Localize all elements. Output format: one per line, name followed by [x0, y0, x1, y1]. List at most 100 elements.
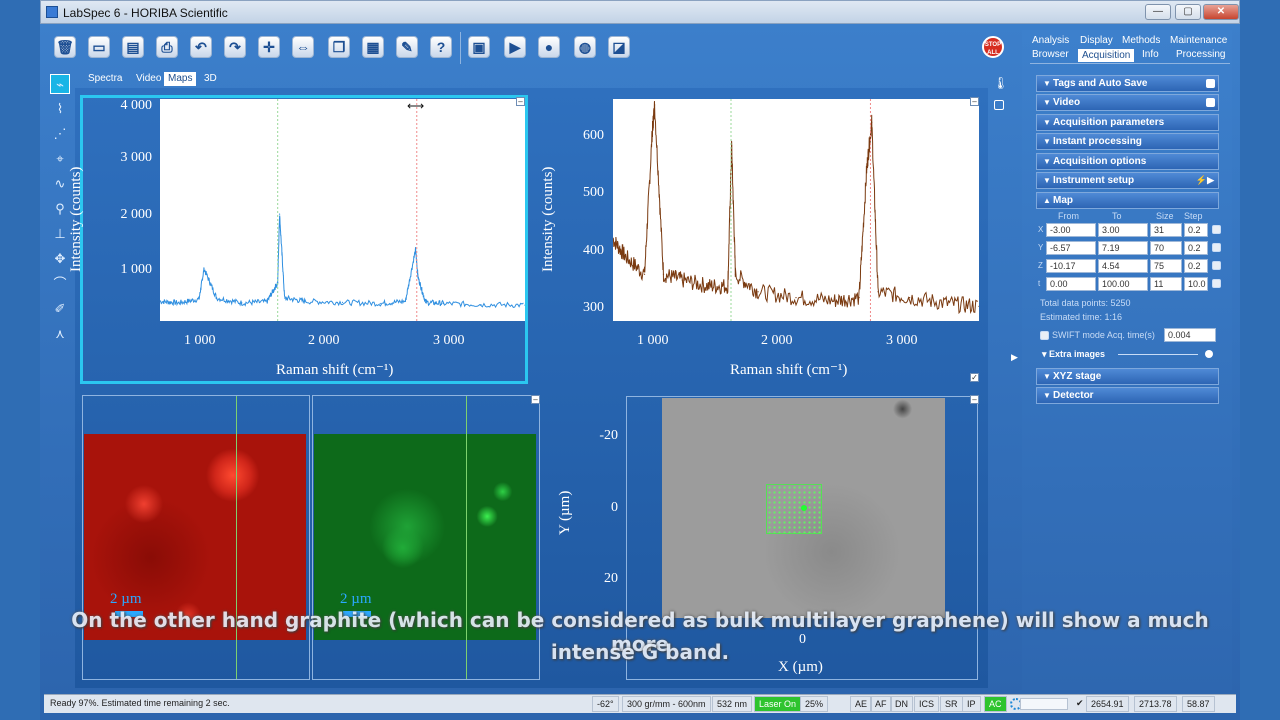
map-to-input[interactable]: 4.54 — [1098, 259, 1148, 273]
thermometer-icon[interactable]: 🌡 — [993, 76, 1009, 90]
extra-images-slider[interactable] — [1118, 354, 1198, 355]
map-from-input[interactable]: 0.00 — [1046, 277, 1096, 291]
spectrum-plot-1-frame[interactable] — [80, 95, 528, 384]
laser-wavelength[interactable]: 532 nm — [712, 696, 753, 712]
copy-icon[interactable]: ❐ — [328, 36, 350, 58]
maps-minimize-icon[interactable]: – — [531, 395, 540, 404]
tab-display[interactable]: Display — [1080, 35, 1113, 46]
status-flag-ac[interactable]: AC — [984, 696, 1007, 712]
section-acquisition-parameters[interactable]: ▼ Acquisition parameters — [1036, 114, 1219, 131]
view-tab-3d[interactable]: 3D — [204, 73, 217, 84]
map-red-image[interactable] — [84, 434, 306, 640]
map-from-input[interactable]: -3.00 — [1046, 223, 1096, 237]
tab-info[interactable]: Info — [1142, 49, 1159, 60]
map-axis-checkbox[interactable] — [1212, 261, 1221, 270]
maximize-button[interactable]: ▢ — [1175, 4, 1201, 20]
cursor-icon[interactable]: ⌖ — [56, 151, 64, 166]
fit-icon[interactable]: ⇔ — [292, 36, 314, 58]
status-flag-ip[interactable]: IP — [962, 696, 981, 712]
section-instant-processing[interactable]: ▼ Instant processing — [1036, 133, 1219, 150]
status-flag-ics[interactable]: ICS — [914, 696, 940, 712]
map-red-panel[interactable] — [82, 395, 310, 680]
baseline-icon[interactable]: ⊥ — [54, 226, 66, 241]
tab-processing[interactable]: Processing — [1176, 49, 1226, 60]
collapse-arrow-icon[interactable]: ▶ — [1011, 352, 1018, 362]
crosshair-icon[interactable]: ✛ — [258, 36, 280, 58]
map-from-input[interactable]: -10.17 — [1046, 259, 1096, 273]
map-to-input[interactable]: 3.00 — [1098, 223, 1148, 237]
map-axis-checkbox[interactable] — [1212, 279, 1221, 288]
map-to-input[interactable]: 100.00 — [1098, 277, 1148, 291]
map-axis-checkbox[interactable] — [1212, 225, 1221, 234]
video-minimize-icon[interactable]: – — [970, 395, 979, 404]
setup-arrows-icon[interactable]: ⚡▶ — [1195, 175, 1214, 185]
section-map[interactable]: ▲ Map — [1036, 192, 1219, 209]
move-icon[interactable]: ✥ — [54, 251, 66, 266]
section-tags-and-auto-save[interactable]: ▼ Tags and Auto Save — [1036, 75, 1219, 92]
status-flag-sr[interactable]: SR — [940, 696, 963, 712]
tab-browser[interactable]: Browser — [1032, 49, 1069, 60]
camera-icon[interactable]: ◪ — [608, 36, 630, 58]
map-step-input[interactable]: 0.2 — [1184, 241, 1208, 255]
section-video[interactable]: ▼ Video — [1036, 94, 1219, 111]
map-size-input[interactable]: 75 — [1150, 259, 1182, 273]
print-icon[interactable]: ⎙ — [156, 36, 178, 58]
swift-mode-checkbox[interactable] — [1040, 331, 1049, 340]
extra-images-toggle[interactable]: ▾ Extra images — [1042, 349, 1106, 359]
angle-readout[interactable]: -62° — [592, 696, 619, 712]
map-step-input[interactable]: 0.2 — [1184, 223, 1208, 237]
select-spectra-icon[interactable]: ⌇ — [56, 101, 64, 116]
fit-peak-icon[interactable]: ⋏ — [55, 326, 65, 341]
laser-state-badge[interactable]: Laser On — [754, 696, 802, 712]
spectrum-plot-2-area[interactable] — [612, 99, 980, 321]
map-step-input[interactable]: 10.0 — [1184, 277, 1208, 291]
tab-methods[interactable]: Methods — [1122, 35, 1161, 46]
grid-sphere-icon[interactable]: ◍ — [574, 36, 596, 58]
zoom-icon[interactable]: ⚲ — [55, 201, 65, 216]
video-panel[interactable] — [626, 396, 978, 680]
trash-icon[interactable]: 🗑 — [54, 36, 76, 58]
multi-select-icon[interactable]: ⋰ — [53, 126, 67, 141]
draw-icon[interactable]: ✐ — [54, 301, 66, 316]
map-red-cursor-line[interactable] — [236, 396, 237, 679]
section-acquisition-options[interactable]: ▼ Acquisition options — [1036, 153, 1219, 170]
cube-icon[interactable]: ▣ — [468, 36, 490, 58]
map-area-grid[interactable] — [766, 484, 822, 534]
open-icon[interactable]: ▭ — [88, 36, 110, 58]
minimize-button[interactable]: — — [1145, 4, 1171, 20]
map-green-panel[interactable] — [312, 395, 540, 680]
peak-icon[interactable]: ∿ — [54, 176, 66, 191]
undo-icon[interactable]: ↶ — [190, 36, 212, 58]
section-detector[interactable]: ▼ Detector — [1036, 387, 1219, 404]
acq-time-input[interactable]: 0.004 — [1164, 328, 1216, 342]
section-enable-checkbox[interactable] — [1206, 98, 1215, 107]
section-instrument-setup[interactable]: ▼ Instrument setup ⚡▶ — [1036, 172, 1219, 189]
paste-icon[interactable]: ▦ — [362, 36, 384, 58]
spectrum-plot-1-area[interactable] — [159, 99, 526, 321]
map-to-input[interactable]: 7.19 — [1098, 241, 1148, 255]
select-spectrum-icon[interactable]: ⌁ — [50, 74, 70, 94]
map-from-input[interactable]: -6.57 — [1046, 241, 1096, 255]
plot1-minimize-icon[interactable]: – — [516, 97, 525, 106]
section-xyz-stage[interactable]: ▼ XYZ stage — [1036, 368, 1219, 385]
map-green-cursor-line[interactable] — [466, 396, 467, 679]
map-axis-checkbox[interactable] — [1212, 243, 1221, 252]
status-flag-af[interactable]: AF — [870, 696, 892, 712]
view-tab-video[interactable]: Video — [136, 73, 162, 84]
view-tab-maps[interactable]: Maps — [164, 72, 197, 86]
map-step-input[interactable]: 0.2 — [1184, 259, 1208, 273]
section-enable-checkbox[interactable] — [1206, 79, 1215, 88]
measure-icon[interactable]: ⌒ — [53, 276, 67, 291]
map-size-input[interactable]: 70 — [1150, 241, 1182, 255]
map-green-image[interactable] — [314, 434, 536, 640]
tab-acquisition[interactable]: Acquisition — [1078, 49, 1135, 62]
extra-images-knob[interactable] — [1205, 350, 1213, 358]
grating-readout[interactable]: 300 gr/mm - 600nm — [622, 696, 711, 712]
plot2-minimize-icon[interactable]: – — [970, 97, 979, 106]
redo-icon[interactable]: ↷ — [224, 36, 246, 58]
plot2-check-icon[interactable]: ✓ — [970, 373, 979, 382]
sphere-icon[interactable]: ● — [538, 36, 560, 58]
stop-all-button[interactable]: STOP ALL — [982, 36, 1004, 58]
tab-maintenance[interactable]: Maintenance — [1170, 35, 1228, 46]
panel-toggle-icon[interactable] — [994, 100, 1004, 110]
